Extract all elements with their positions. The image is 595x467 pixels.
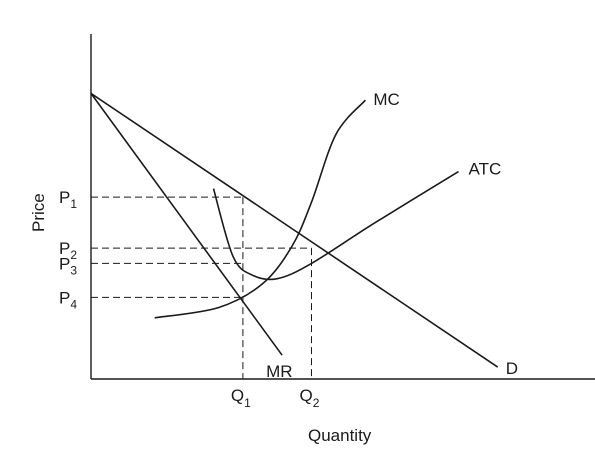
curve-label-atc: ATC — [469, 160, 502, 179]
axes — [90, 34, 595, 380]
curve-label-d: D — [506, 359, 518, 378]
tick-label-p4: P4 — [59, 288, 77, 311]
curve-d — [90, 92, 499, 368]
tick-label-q1: Q1 — [231, 386, 251, 410]
guide-lines — [91, 196, 312, 379]
curves: D MR MC ATC — [90, 90, 518, 381]
curve-label-mr: MR — [266, 362, 292, 381]
y-axis-label: Price — [29, 193, 48, 232]
curve-mc — [154, 99, 367, 319]
curve-mr — [90, 92, 283, 356]
x-axis-label: Quantity — [308, 426, 372, 445]
tick-label-p1: P1 — [59, 188, 77, 211]
curve-atc — [212, 170, 459, 281]
curve-label-mc: MC — [373, 90, 399, 109]
tick-label-q2: Q2 — [300, 386, 320, 410]
